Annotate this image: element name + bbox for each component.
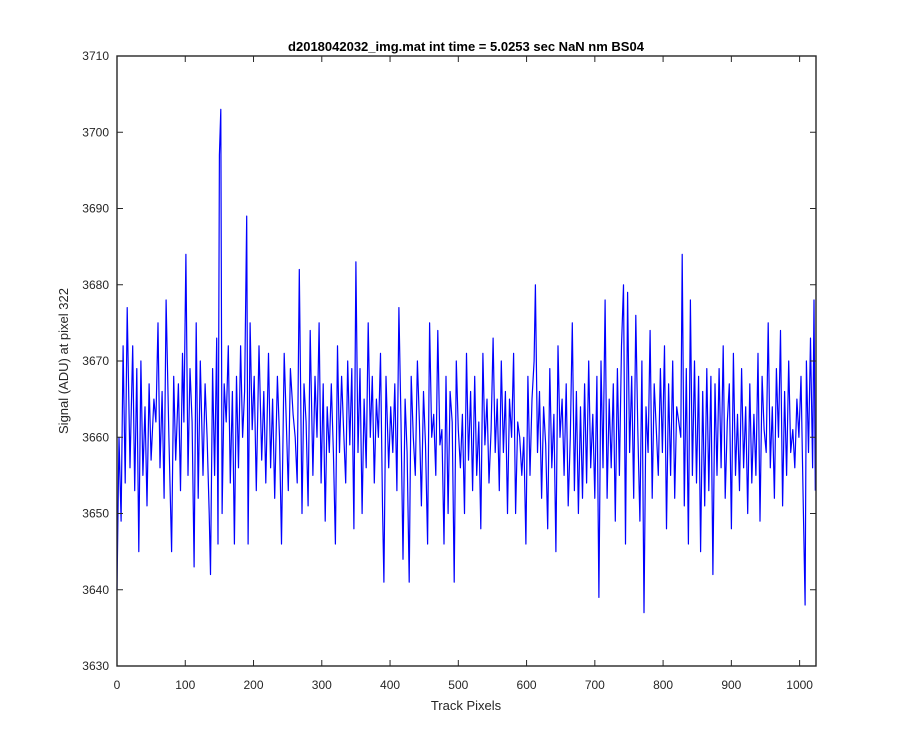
x-tick-label-700: 700: [585, 678, 605, 692]
y-tick-label-3630: 3630: [82, 659, 109, 673]
axes-box: [116, 55, 817, 667]
y-tick-label-3650: 3650: [82, 507, 109, 521]
y-tick-label-3680: 3680: [82, 278, 109, 292]
y-tick-label-3660: 3660: [82, 430, 109, 444]
x-tick-label-900: 900: [721, 678, 741, 692]
y-tick-label-3690: 3690: [82, 202, 109, 216]
chart-title: d2018042032_img.mat int time = 5.0253 se…: [288, 39, 645, 54]
y-tick-label-3700: 3700: [82, 125, 109, 139]
y-tick-label-3710: 3710: [82, 49, 109, 63]
series-line: [116, 108, 816, 614]
x-tick-label-1000: 1000: [786, 678, 813, 692]
x-tick-label-600: 600: [517, 678, 537, 692]
x-tick-label-200: 200: [244, 678, 264, 692]
y-axis-label: Signal (ADU) at pixel 322: [56, 288, 71, 434]
x-tick-label-300: 300: [312, 678, 332, 692]
plot-area: [116, 55, 817, 667]
y-tick-label-3640: 3640: [82, 583, 109, 597]
x-tick-label-500: 500: [448, 678, 468, 692]
x-tick-labels: 0 100 200 300 400 500 600 700 800 900 1000: [114, 678, 814, 692]
x-tick-label-0: 0: [114, 678, 121, 692]
y-tick-labels: 3630 3640 3650 3660 3670 3680 3690 3700 3710: [82, 49, 109, 673]
x-axis-label: Track Pixels: [431, 698, 502, 713]
x-tick-label-100: 100: [175, 678, 195, 692]
x-tick-label-800: 800: [653, 678, 673, 692]
y-tick-label-3670: 3670: [82, 354, 109, 368]
x-tick-label-400: 400: [380, 678, 400, 692]
